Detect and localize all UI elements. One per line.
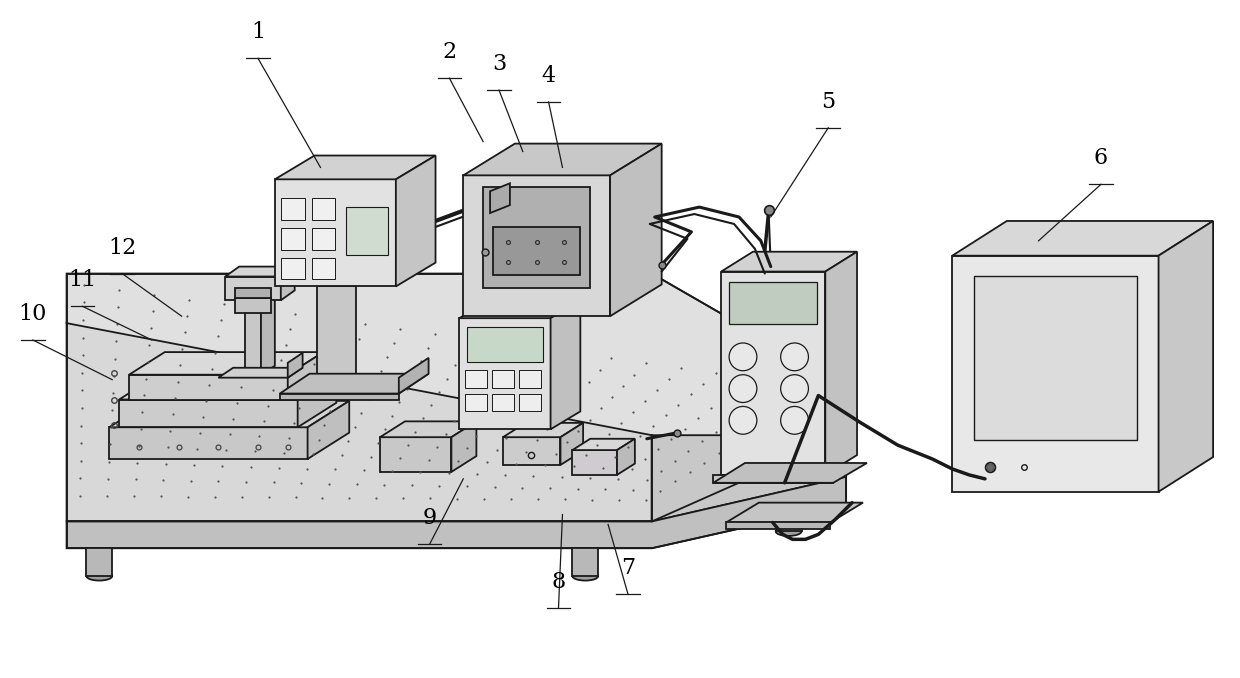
- Polygon shape: [298, 375, 336, 427]
- Polygon shape: [288, 352, 324, 399]
- Polygon shape: [494, 227, 580, 275]
- Polygon shape: [67, 273, 846, 521]
- Text: 9: 9: [423, 507, 436, 530]
- Polygon shape: [952, 256, 1158, 492]
- Polygon shape: [503, 423, 583, 437]
- Polygon shape: [560, 423, 583, 465]
- Polygon shape: [236, 288, 270, 298]
- Circle shape: [729, 406, 756, 434]
- Polygon shape: [490, 183, 510, 213]
- Polygon shape: [129, 352, 324, 375]
- Polygon shape: [119, 375, 336, 399]
- Polygon shape: [465, 370, 487, 388]
- Text: 10: 10: [19, 303, 47, 325]
- Polygon shape: [226, 266, 295, 277]
- Text: 8: 8: [552, 571, 565, 593]
- Polygon shape: [280, 198, 305, 220]
- Polygon shape: [218, 367, 303, 378]
- Polygon shape: [952, 221, 1213, 256]
- Polygon shape: [492, 393, 513, 412]
- Polygon shape: [346, 207, 388, 255]
- Polygon shape: [484, 187, 590, 288]
- Polygon shape: [379, 421, 476, 437]
- Text: 4: 4: [542, 65, 556, 87]
- Polygon shape: [119, 399, 298, 427]
- Polygon shape: [308, 401, 350, 459]
- Text: 5: 5: [821, 91, 836, 113]
- Text: 2: 2: [443, 41, 456, 63]
- Polygon shape: [67, 477, 846, 549]
- Polygon shape: [129, 375, 288, 399]
- Polygon shape: [109, 427, 308, 459]
- Polygon shape: [464, 176, 610, 316]
- Polygon shape: [729, 283, 817, 324]
- Polygon shape: [396, 155, 435, 286]
- Polygon shape: [776, 504, 801, 532]
- Ellipse shape: [87, 572, 112, 580]
- Polygon shape: [399, 358, 429, 393]
- Polygon shape: [518, 370, 541, 388]
- Polygon shape: [275, 179, 396, 286]
- Polygon shape: [465, 393, 487, 412]
- Text: 1: 1: [250, 22, 265, 43]
- Polygon shape: [618, 439, 635, 475]
- Polygon shape: [1158, 221, 1213, 492]
- Text: 12: 12: [108, 237, 136, 259]
- Polygon shape: [713, 475, 833, 483]
- Text: 6: 6: [1094, 147, 1109, 170]
- Polygon shape: [311, 258, 335, 279]
- Polygon shape: [975, 275, 1137, 440]
- Polygon shape: [311, 198, 335, 220]
- Polygon shape: [492, 370, 513, 388]
- Circle shape: [729, 343, 756, 371]
- Polygon shape: [288, 353, 303, 378]
- Circle shape: [781, 375, 808, 403]
- Polygon shape: [280, 374, 429, 393]
- Ellipse shape: [776, 527, 801, 536]
- Polygon shape: [573, 439, 635, 450]
- Polygon shape: [226, 277, 280, 300]
- Polygon shape: [311, 228, 335, 250]
- Polygon shape: [236, 298, 270, 313]
- Ellipse shape: [573, 572, 598, 580]
- Polygon shape: [109, 401, 350, 427]
- Polygon shape: [316, 286, 356, 378]
- Polygon shape: [551, 300, 580, 429]
- Polygon shape: [727, 523, 831, 530]
- Polygon shape: [87, 549, 112, 576]
- Polygon shape: [280, 258, 305, 279]
- Polygon shape: [573, 549, 598, 576]
- Polygon shape: [652, 435, 846, 521]
- Polygon shape: [67, 323, 652, 521]
- Polygon shape: [379, 437, 451, 472]
- Polygon shape: [246, 300, 260, 375]
- Polygon shape: [610, 144, 662, 316]
- Text: 3: 3: [492, 53, 506, 75]
- Polygon shape: [275, 155, 435, 179]
- Polygon shape: [722, 272, 826, 475]
- Polygon shape: [246, 292, 275, 300]
- Circle shape: [729, 375, 756, 403]
- Polygon shape: [467, 327, 543, 362]
- Polygon shape: [727, 502, 863, 523]
- Polygon shape: [464, 144, 662, 176]
- Text: 11: 11: [68, 269, 97, 292]
- Polygon shape: [518, 393, 541, 412]
- Polygon shape: [573, 450, 618, 475]
- Polygon shape: [722, 252, 857, 272]
- Polygon shape: [459, 300, 580, 318]
- Circle shape: [781, 343, 808, 371]
- Polygon shape: [713, 463, 867, 483]
- Polygon shape: [280, 228, 305, 250]
- Polygon shape: [459, 318, 551, 429]
- Polygon shape: [826, 252, 857, 475]
- Circle shape: [781, 406, 808, 434]
- Polygon shape: [260, 292, 275, 375]
- Polygon shape: [280, 266, 295, 300]
- Polygon shape: [451, 421, 476, 472]
- Text: 7: 7: [621, 557, 635, 579]
- Polygon shape: [503, 437, 560, 465]
- Polygon shape: [280, 393, 399, 401]
